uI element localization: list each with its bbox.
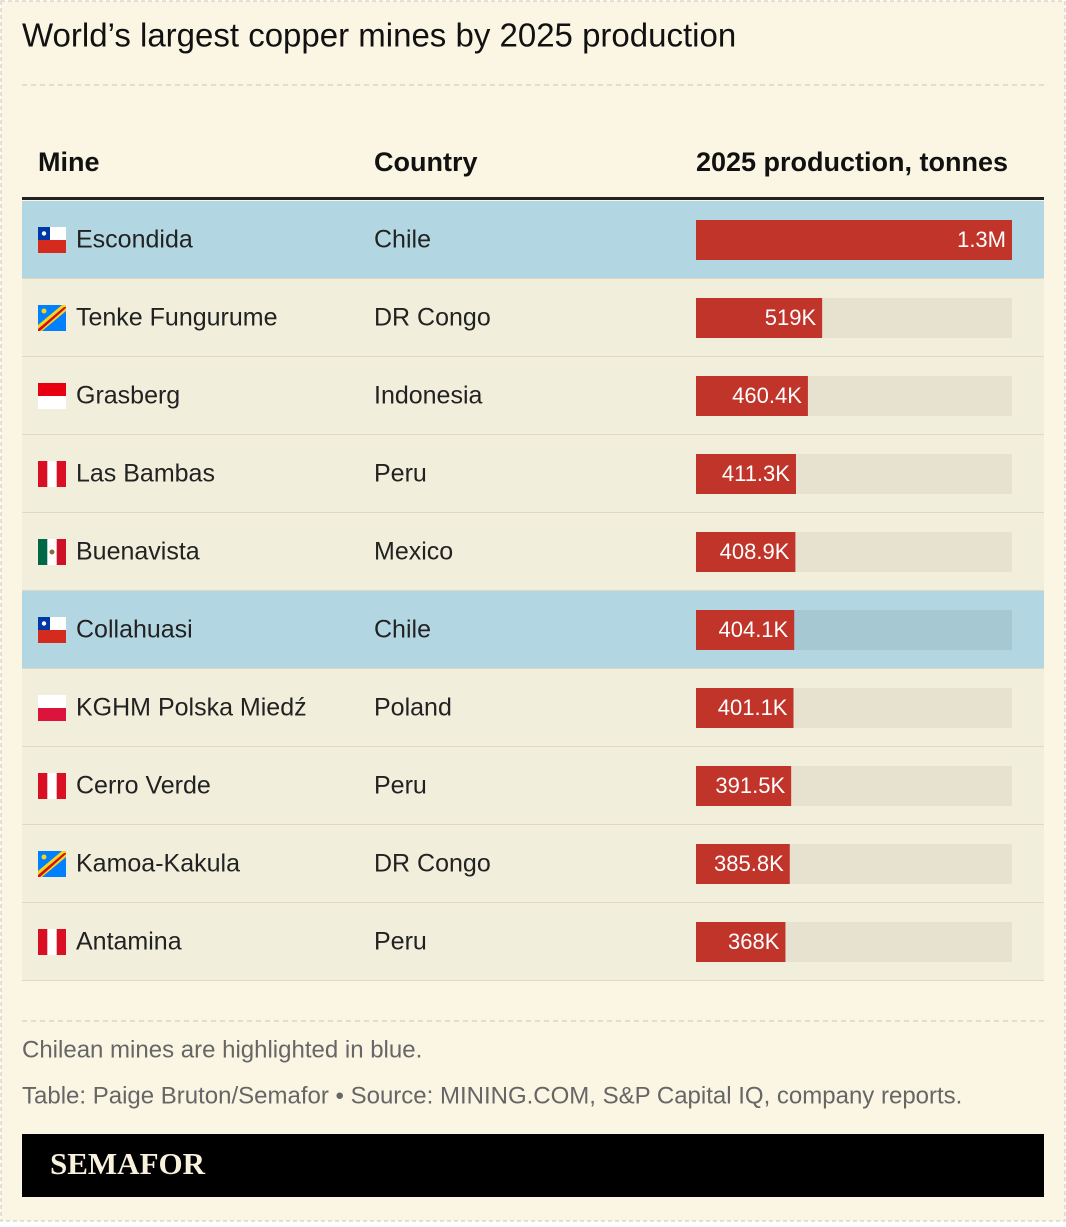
flag — [38, 240, 66, 253]
value-label: 460.4K — [732, 383, 802, 408]
bar — [696, 532, 796, 572]
value-label: 411.3K — [722, 461, 790, 486]
mine-name: Antamina — [76, 928, 182, 956]
flag — [41, 308, 47, 314]
value-label: 519K — [765, 305, 817, 330]
bar — [696, 766, 792, 806]
mine-name: Buenavista — [76, 538, 200, 566]
flag — [49, 549, 55, 555]
bar — [696, 454, 796, 494]
flag — [41, 854, 47, 860]
mine-name: Tenke Fungurume — [76, 304, 278, 332]
value-label: 385.8K — [714, 851, 784, 876]
flag — [38, 853, 66, 877]
header-rule — [22, 197, 1044, 200]
logo: SEMAFOR — [50, 1146, 206, 1181]
bar — [696, 298, 823, 338]
country: DR Congo — [374, 304, 491, 332]
chart-title: World’s largest copper mines by 2025 pro… — [22, 17, 736, 54]
flag — [38, 539, 48, 565]
value-label: 391.5K — [715, 773, 785, 798]
value-label: 368K — [728, 929, 780, 954]
flag — [38, 307, 66, 331]
flag — [38, 695, 66, 708]
note: Chilean mines are highlighted in blue. — [22, 1036, 422, 1063]
flag — [41, 621, 47, 626]
column-header: Mine — [38, 147, 100, 177]
mine-name: Grasberg — [76, 382, 180, 410]
bar — [696, 220, 1012, 260]
value-label: 1.3M — [957, 227, 1006, 252]
flag — [56, 929, 66, 955]
bar — [696, 376, 808, 416]
flag — [38, 708, 66, 721]
country: DR Congo — [374, 850, 491, 878]
source: Table: Paige Bruton/Semafor • Source: MI… — [22, 1082, 962, 1109]
column-header: Country — [374, 147, 478, 177]
country: Chile — [374, 226, 431, 254]
bar — [696, 922, 786, 962]
bar — [696, 844, 790, 884]
flag — [56, 539, 66, 565]
flag — [41, 231, 47, 236]
country: Indonesia — [374, 382, 483, 410]
flag — [38, 773, 48, 799]
mine-name: Kamoa-Kakula — [76, 850, 240, 878]
country: Poland — [374, 694, 452, 722]
mine-name: Collahuasi — [76, 616, 193, 644]
flag — [38, 929, 48, 955]
value-label: 408.9K — [720, 539, 790, 564]
bar — [696, 610, 795, 650]
flag — [38, 396, 66, 409]
country: Peru — [374, 928, 427, 956]
mine-name: KGHM Polska Miedź — [76, 694, 307, 722]
bar — [696, 688, 794, 728]
flag — [38, 630, 66, 643]
flag — [38, 383, 66, 396]
mine-name: Escondida — [76, 226, 193, 254]
column-header: 2025 production, tonnes — [696, 147, 1008, 177]
country: Peru — [374, 460, 427, 488]
flag — [38, 461, 48, 487]
flag — [56, 461, 66, 487]
mine-name: Las Bambas — [76, 460, 215, 488]
country: Peru — [374, 772, 427, 800]
country: Chile — [374, 616, 431, 644]
footer-bar — [22, 1134, 1044, 1197]
flag — [56, 773, 66, 799]
value-label: 401.1K — [718, 695, 788, 720]
value-label: 404.1K — [718, 617, 788, 642]
rows: Escondida Chile 1.3M Tenke Fungurume DR Cong… — [22, 201, 1044, 981]
country: Mexico — [374, 538, 453, 566]
mine-name: Cerro Verde — [76, 772, 211, 800]
